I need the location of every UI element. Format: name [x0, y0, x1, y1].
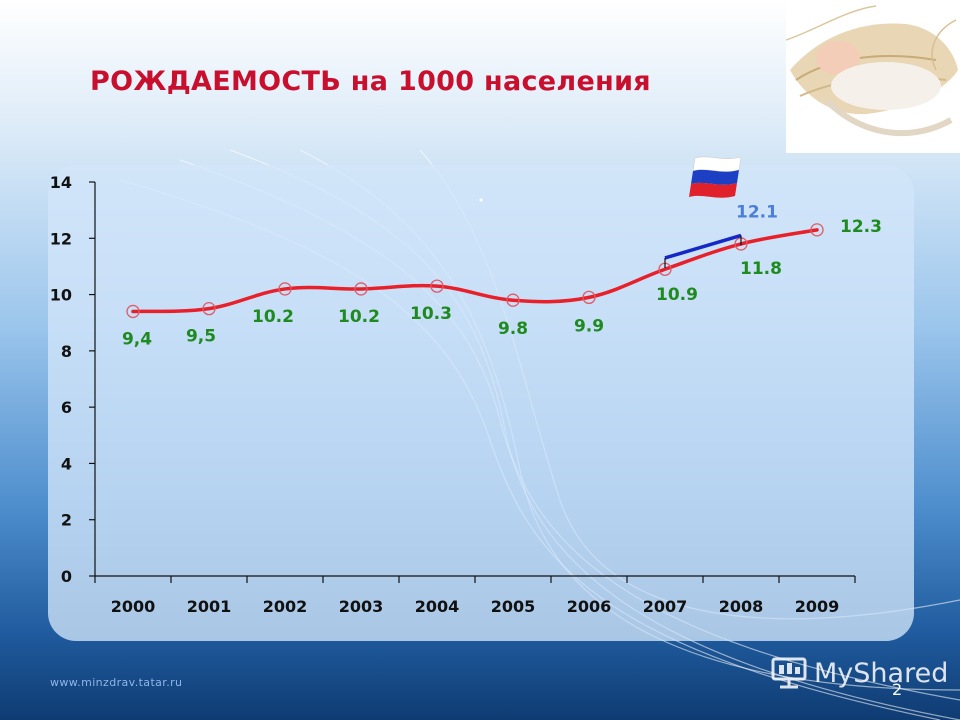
- x-tick-label: 2006: [567, 597, 612, 616]
- data-point: [810, 223, 824, 237]
- x-tick-label: 2000: [111, 597, 156, 616]
- y-tick-label: 6: [61, 398, 72, 417]
- y-tick-label: 14: [50, 173, 72, 192]
- presentation-board-icon: [771, 657, 807, 689]
- baby-photo-image: [786, 0, 960, 153]
- data-label: 9.9: [574, 316, 604, 336]
- data-point: [202, 301, 216, 316]
- footer-url: www.minzdrav.tatar.ru: [50, 676, 183, 689]
- x-tick-label: 2004: [415, 597, 460, 616]
- data-label: 10.2: [252, 307, 294, 327]
- brand-name: MyShared: [814, 657, 949, 689]
- slide-title: РОЖДАЕМОСТЬ на 1000 населения: [90, 66, 651, 97]
- y-tick-label: 4: [61, 454, 72, 473]
- data-point: [354, 282, 368, 296]
- x-tick-label: 2009: [795, 597, 840, 616]
- data-label: 9,5: [186, 327, 216, 347]
- series-line-blue: [664, 233, 742, 260]
- data-label: 10.2: [338, 307, 380, 327]
- y-tick-label: 0: [61, 567, 72, 586]
- chart-panel: [48, 165, 914, 641]
- data-point: [278, 282, 292, 296]
- data-label: 10.9: [656, 285, 698, 305]
- x-tick-label: 2007: [643, 597, 688, 616]
- y-tick-label: 2: [61, 511, 72, 530]
- data-label: 11.8: [740, 259, 782, 279]
- series-line: [131, 228, 819, 314]
- y-tick-label: 12: [50, 229, 72, 248]
- page-number: 2: [892, 680, 903, 699]
- data-label: 12.3: [840, 217, 882, 237]
- data-label: 10.3: [410, 304, 452, 324]
- decor-dot: [479, 198, 483, 202]
- x-tick-label: 2003: [339, 597, 384, 616]
- data-point: [506, 293, 520, 307]
- data-point: [430, 279, 444, 293]
- x-tick-label: 2001: [187, 597, 232, 616]
- data-label: 9.8: [498, 319, 528, 339]
- x-tick-label: 2008: [719, 597, 764, 616]
- data-point: [582, 290, 596, 305]
- x-tick-label: 2005: [491, 597, 536, 616]
- data-point: [126, 304, 140, 319]
- x-tick-label: 2002: [263, 597, 308, 616]
- baby-photo: [786, 0, 960, 153]
- data-label: 9,4: [122, 329, 152, 349]
- brand-watermark: MyShared: [770, 655, 948, 691]
- y-tick-label: 8: [61, 342, 72, 361]
- y-tick-label: 10: [50, 286, 72, 305]
- data-label-blue: 12.1: [736, 202, 778, 222]
- russia-flag-icon: [689, 156, 742, 198]
